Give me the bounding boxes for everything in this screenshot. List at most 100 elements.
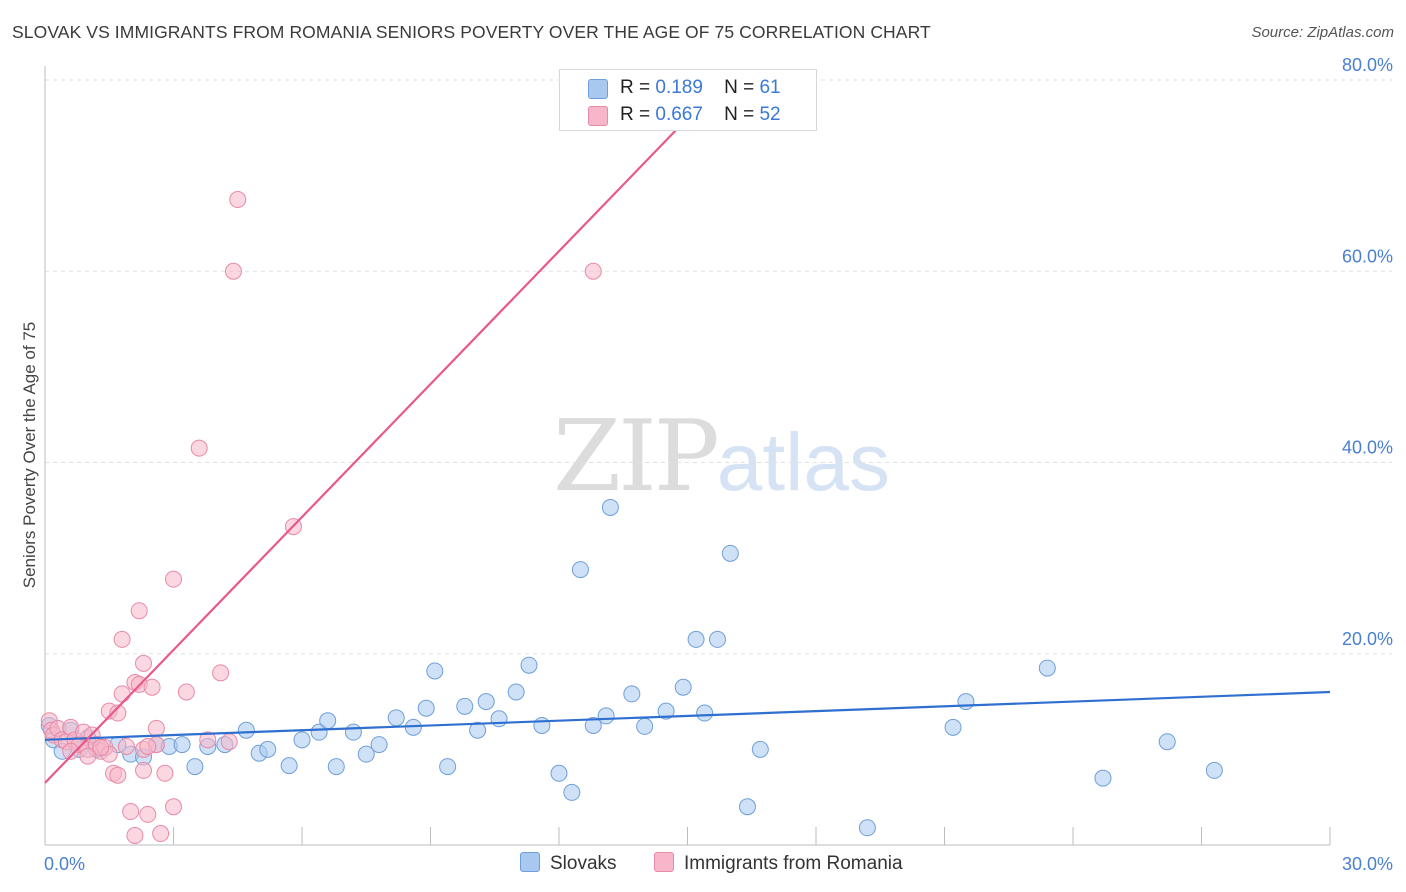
point-slovaks <box>601 498 619 516</box>
point-romania <box>229 191 247 209</box>
legend-swatch-romania <box>588 106 608 126</box>
point-slovaks <box>186 758 204 776</box>
point-romania <box>109 766 127 784</box>
point-slovaks <box>858 819 876 837</box>
point-slovaks <box>1158 733 1176 751</box>
n-label: N = <box>724 77 755 98</box>
point-slovaks <box>721 544 739 562</box>
gridlines <box>45 79 1392 655</box>
point-romania <box>139 805 157 823</box>
point-slovaks <box>571 561 589 579</box>
point-slovaks <box>687 630 705 648</box>
point-slovaks <box>1038 659 1056 677</box>
point-slovaks <box>417 699 435 717</box>
trend-lines <box>44 117 1331 784</box>
point-romania <box>113 685 131 703</box>
point-romania <box>139 738 157 756</box>
point-slovaks <box>944 718 962 736</box>
trend-line-romania <box>44 117 689 784</box>
n-label: N = <box>724 104 755 125</box>
bottom-legend-swatch-slovaks <box>520 852 540 872</box>
y-tick-label: 40.0% <box>1342 438 1393 458</box>
point-romania <box>584 262 602 280</box>
point-slovaks <box>259 740 277 758</box>
point-slovaks <box>293 731 311 749</box>
point-slovaks <box>327 758 345 776</box>
point-romania <box>109 704 127 722</box>
point-slovaks <box>563 783 581 801</box>
point-slovaks <box>738 798 756 816</box>
source-label: Source: ZipAtlas.com <box>1251 24 1394 41</box>
point-slovaks <box>674 678 692 696</box>
r-value-slovaks: 0.189 <box>655 77 703 98</box>
legend-stats-romania: R = 0.667 N = 52 <box>620 104 781 126</box>
point-slovaks <box>533 716 551 734</box>
point-romania <box>190 439 208 457</box>
legend-stats-slovaks: R = 0.189 N = 61 <box>620 77 781 99</box>
point-romania <box>220 733 238 751</box>
point-slovaks <box>310 723 328 741</box>
point-romania <box>147 719 165 737</box>
watermark-zip: ZIP <box>553 400 720 514</box>
point-slovaks <box>357 745 375 763</box>
point-slovaks <box>1094 769 1112 787</box>
r-label: R = <box>620 104 651 125</box>
point-slovaks <box>237 721 255 739</box>
point-romania <box>156 764 174 782</box>
point-romania <box>135 654 153 672</box>
point-slovaks <box>344 723 362 741</box>
point-slovaks <box>477 693 495 711</box>
point-slovaks <box>456 697 474 715</box>
bottom-legend-label-romania: Immigrants from Romania <box>684 853 903 874</box>
point-romania <box>126 826 144 844</box>
point-slovaks <box>708 630 726 648</box>
point-slovaks <box>173 736 191 754</box>
legend-swatch-slovaks <box>588 79 608 99</box>
point-slovaks <box>623 685 641 703</box>
axes <box>44 66 1331 846</box>
point-slovaks <box>597 707 615 725</box>
point-romania <box>79 747 97 765</box>
point-romania <box>165 798 182 816</box>
point-romania <box>224 262 242 280</box>
point-romania <box>152 825 170 843</box>
point-slovaks <box>370 736 388 754</box>
n-value-slovaks: 61 <box>759 77 781 98</box>
point-romania <box>117 738 135 756</box>
point-romania <box>122 803 140 821</box>
r-value-romania: 0.667 <box>655 104 703 125</box>
point-slovaks <box>319 712 337 730</box>
point-romania <box>92 738 110 756</box>
point-slovaks <box>751 740 769 758</box>
point-slovaks <box>439 758 457 776</box>
point-romania <box>212 664 230 682</box>
point-slovaks <box>426 662 444 680</box>
trend-line-slovaks <box>44 690 1331 741</box>
point-romania <box>199 731 217 749</box>
point-romania <box>130 602 148 620</box>
x-tick-label-max: 30.0% <box>1342 854 1393 874</box>
point-slovaks <box>550 764 568 782</box>
point-slovaks <box>469 721 487 739</box>
point-slovaks <box>520 656 538 674</box>
y-tick-label: 20.0% <box>1342 629 1393 649</box>
point-slovaks <box>387 709 405 727</box>
r-label: R = <box>620 77 651 98</box>
y-axis-label: Seniors Poverty Over the Age of 75 <box>20 322 39 588</box>
point-romania <box>135 761 153 779</box>
bottom-legend-slovaks[interactable]: Slovaks <box>520 852 617 875</box>
point-slovaks <box>1205 761 1223 779</box>
data-points <box>40 191 1223 844</box>
point-romania <box>165 570 182 588</box>
point-slovaks <box>507 683 525 701</box>
point-slovaks <box>490 710 508 728</box>
y-tick-label: 80.0% <box>1342 55 1393 75</box>
bottom-legend-romania[interactable]: Immigrants from Romania <box>654 852 903 875</box>
point-romania <box>143 678 161 696</box>
point-romania <box>62 742 80 760</box>
chart-title: SLOVAK VS IMMIGRANTS FROM ROMANIA SENIOR… <box>12 22 931 42</box>
point-romania <box>177 683 195 701</box>
point-slovaks <box>657 702 675 720</box>
n-value-romania: 52 <box>759 104 781 125</box>
